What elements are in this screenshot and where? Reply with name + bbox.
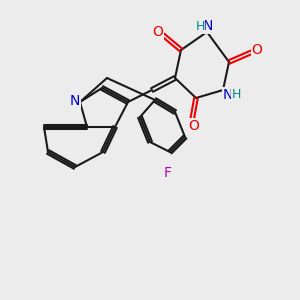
Text: N: N: [223, 88, 233, 102]
Text: H: H: [195, 20, 205, 32]
Text: O: O: [153, 25, 164, 39]
Text: F: F: [164, 166, 172, 180]
Text: H: H: [231, 88, 241, 101]
Text: O: O: [189, 119, 200, 133]
Text: N: N: [70, 94, 80, 108]
Text: N: N: [203, 19, 213, 33]
Text: O: O: [252, 43, 262, 57]
